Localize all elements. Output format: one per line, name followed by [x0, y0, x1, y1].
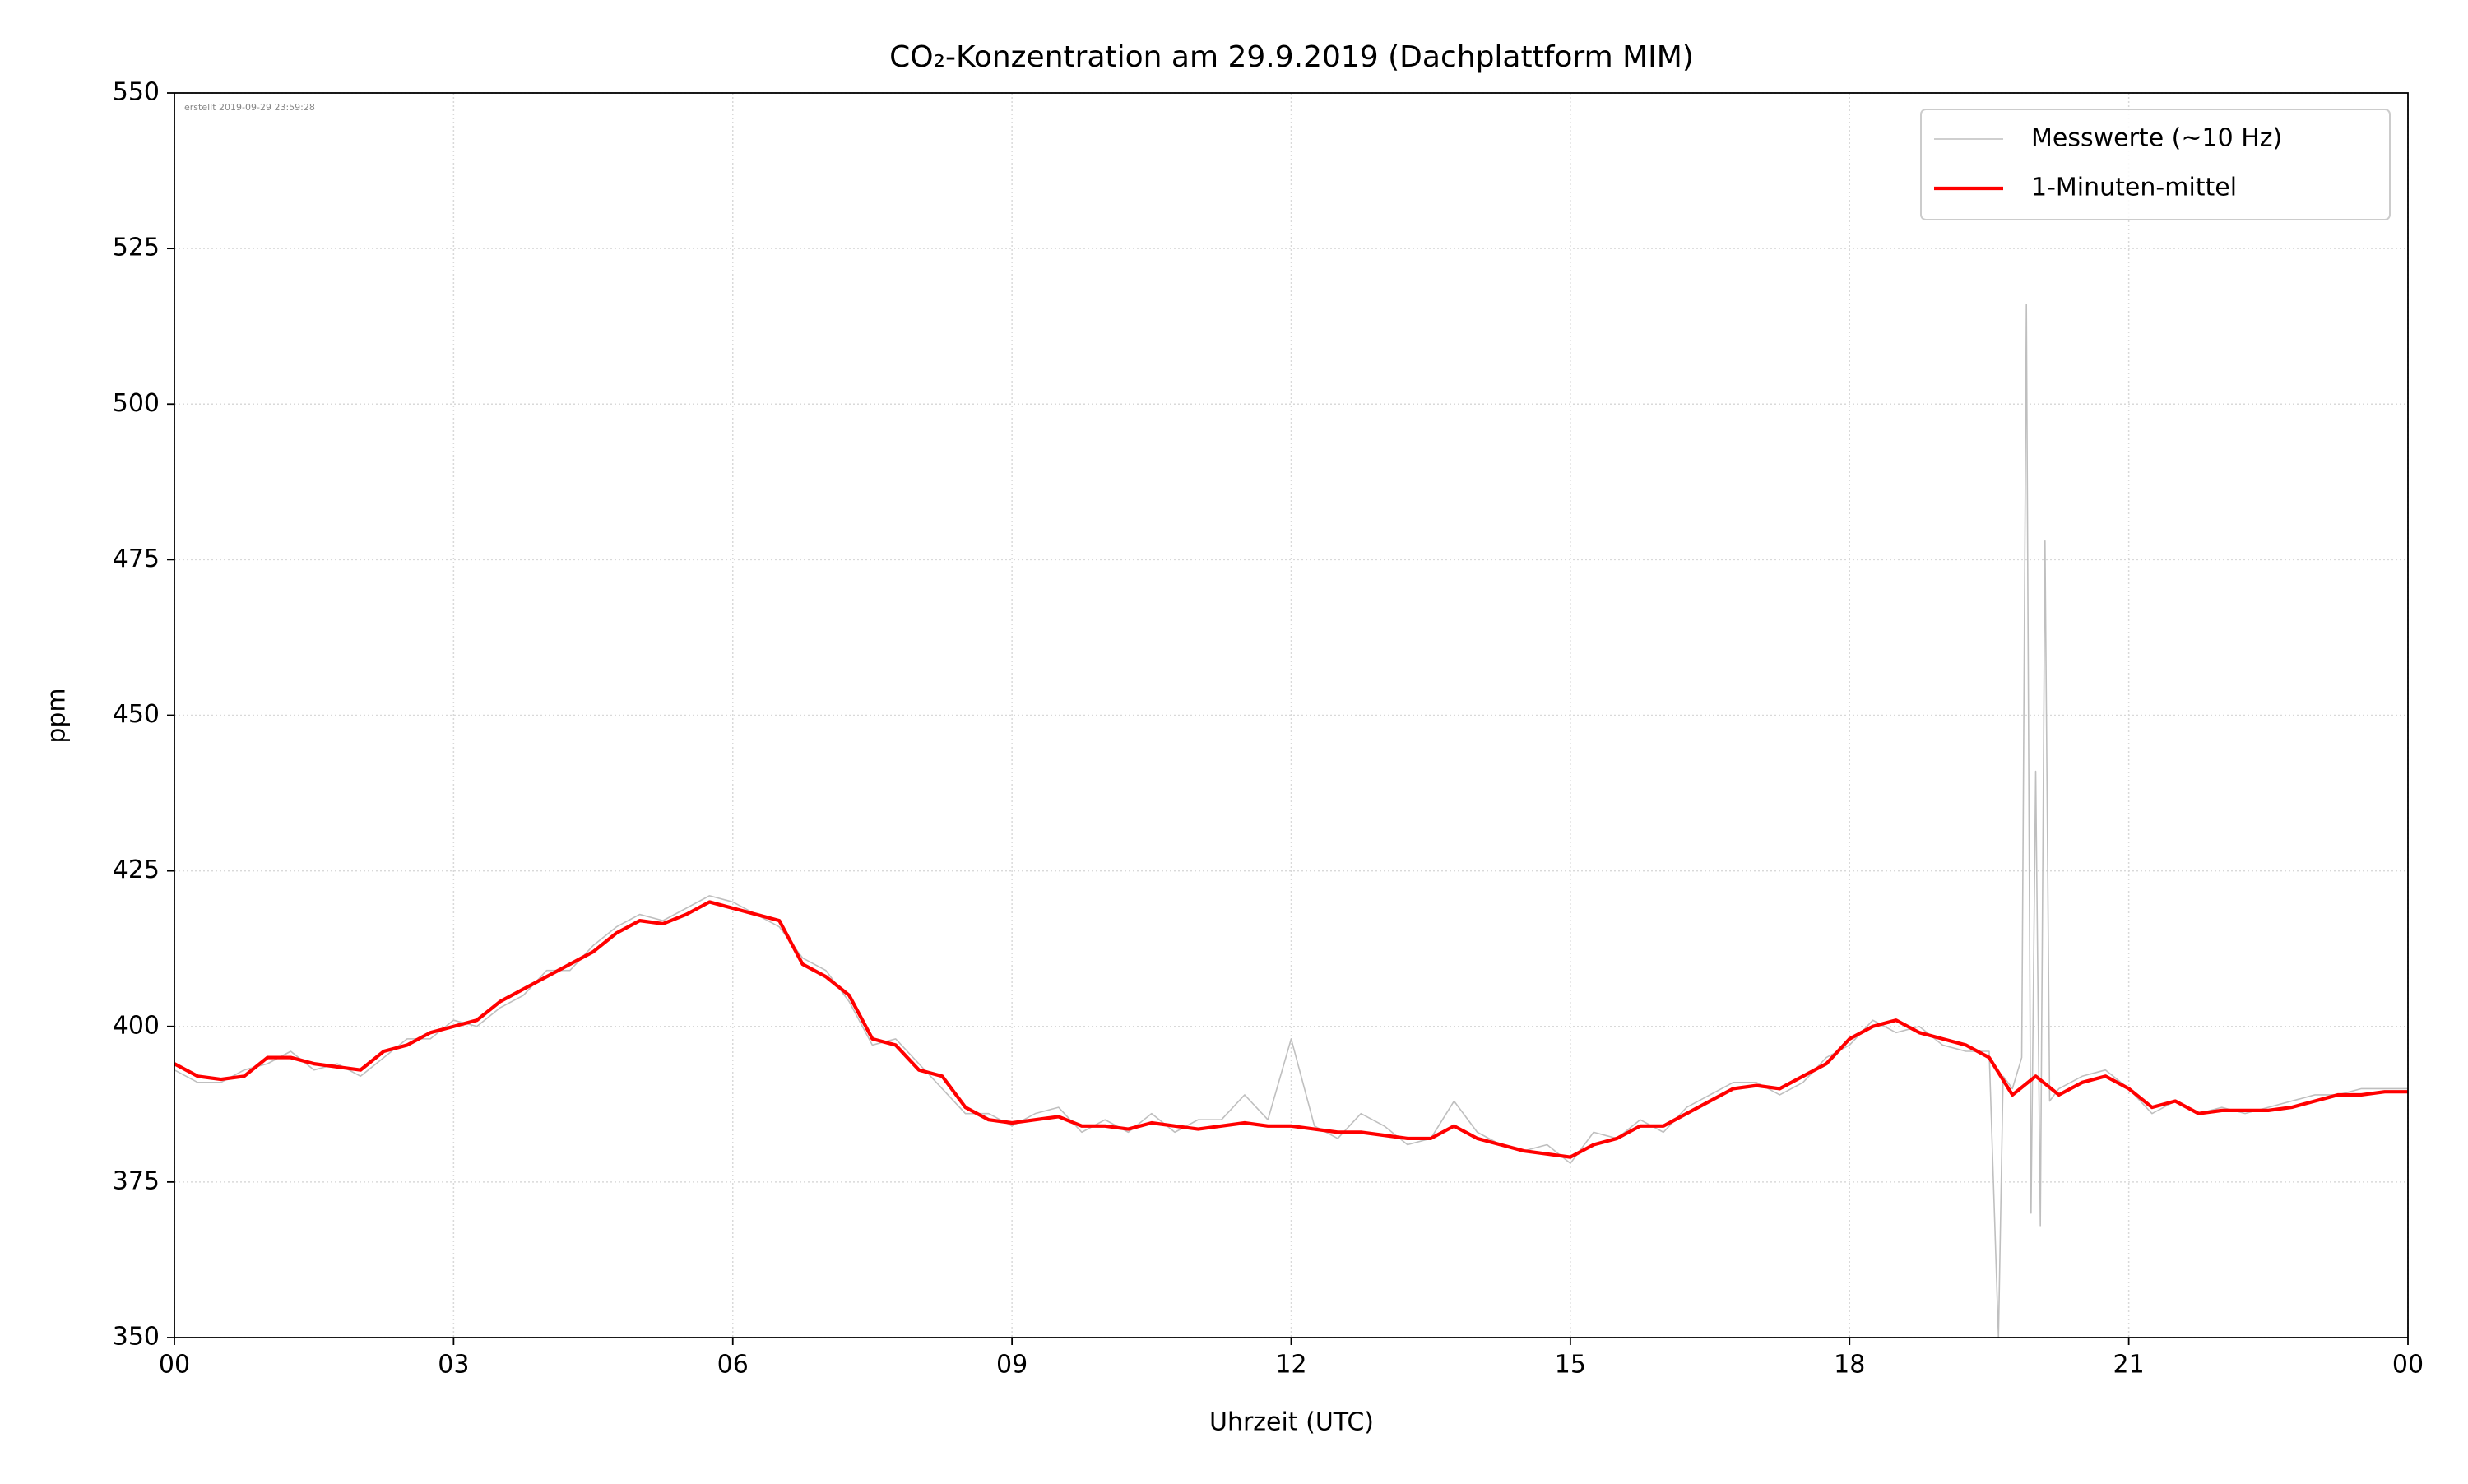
x-tick-label: 03 [438, 1351, 469, 1380]
x-tick-label: 18 [1834, 1351, 1865, 1380]
y-tick-label: 475 [113, 545, 160, 573]
legend-label: Messwerte (~10 Hz) [2031, 124, 2282, 153]
legend-label: 1-Minuten-mittel [2031, 174, 2237, 202]
legend-box [1920, 109, 2391, 220]
y-tick-label: 425 [113, 856, 160, 884]
y-tick-label: 375 [113, 1166, 160, 1195]
series-line [174, 304, 2408, 1338]
x-tick-label: 12 [1275, 1351, 1306, 1380]
y-tick-label: 400 [113, 1011, 160, 1040]
x-tick-label: 06 [717, 1351, 749, 1380]
y-tick-label: 550 [113, 78, 160, 107]
y-tick-label: 500 [113, 389, 160, 418]
series-line [174, 900, 2408, 1159]
x-tick-label: 00 [159, 1351, 190, 1380]
x-axis-label: Uhrzeit (UTC) [1209, 1408, 1374, 1437]
y-tick-label: 350 [113, 1323, 160, 1352]
chart-title: CO₂-Konzentration am 29.9.2019 (Dachplat… [889, 40, 1694, 74]
x-tick-label: 15 [1555, 1351, 1586, 1380]
y-tick-label: 450 [113, 700, 160, 729]
x-tick-label: 21 [2113, 1351, 2145, 1380]
plot-frame [174, 92, 2409, 1338]
x-tick-label: 09 [996, 1351, 1028, 1380]
y-tick-label: 525 [113, 234, 160, 262]
x-tick-label: 00 [2392, 1351, 2424, 1380]
annotation: erstellt 2019-09-29 23:59:28 [184, 102, 315, 113]
y-axis-label: ppm [43, 688, 72, 743]
